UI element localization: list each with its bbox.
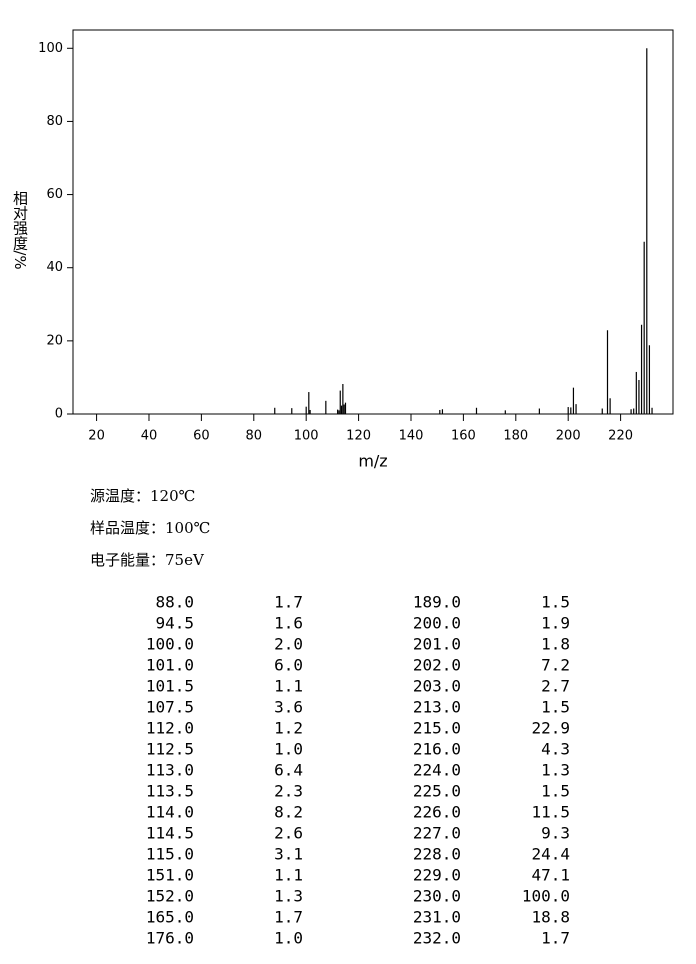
x-tick-label: 220 [608, 429, 633, 444]
table-cell: 1.7 [274, 908, 303, 927]
info-line: 样品温度：100℃ [90, 519, 210, 537]
table-cell: 1.1 [274, 677, 303, 696]
table-cell: 3.6 [274, 698, 303, 717]
table-cell: 152.0 [146, 887, 194, 906]
table-cell: 1.7 [274, 593, 303, 612]
table-cell: 225.0 [413, 782, 461, 801]
table-cell: 7.2 [541, 656, 570, 675]
table-cell: 1.5 [541, 698, 570, 717]
table-cell: 1.9 [541, 614, 570, 633]
y-tick-label: 20 [46, 333, 63, 348]
table-cell: 2.0 [274, 635, 303, 654]
x-tick-label: 60 [193, 429, 210, 444]
table-cell: 202.0 [413, 656, 461, 675]
table-cell: 3.1 [274, 845, 303, 864]
table-cell: 200.0 [413, 614, 461, 633]
plot-frame [72, 29, 674, 415]
table-cell: 1.5 [541, 782, 570, 801]
table-cell: 47.1 [531, 866, 570, 885]
table-cell: 100.0 [146, 635, 194, 654]
y-axis-label: 相对强度/% [11, 190, 29, 269]
y-tick-label: 40 [46, 260, 63, 275]
table-cell: 115.0 [146, 845, 194, 864]
table-cell: 6.4 [274, 761, 303, 780]
table-cell: 1.3 [274, 887, 303, 906]
x-tick-label: 200 [556, 429, 581, 444]
table-cell: 213.0 [413, 698, 461, 717]
table-cell: 114.0 [146, 803, 194, 822]
table-cell: 215.0 [413, 719, 461, 738]
table-cell: 227.0 [413, 824, 461, 843]
table-cell: 4.3 [541, 740, 570, 759]
table-cell: 18.8 [531, 908, 570, 927]
x-tick-label: 160 [451, 429, 476, 444]
table-cell: 226.0 [413, 803, 461, 822]
y-tick-label: 100 [38, 41, 63, 56]
table-cell: 88.0 [155, 593, 194, 612]
table-cell: 230.0 [413, 887, 461, 906]
info-line: 源温度：120℃ [90, 487, 195, 505]
table-cell: 201.0 [413, 635, 461, 654]
y-tick-label: 0 [55, 407, 63, 422]
x-tick-label: 140 [399, 429, 424, 444]
table-cell: 216.0 [413, 740, 461, 759]
table-cell: 112.0 [146, 719, 194, 738]
x-tick-label: 80 [246, 429, 263, 444]
table-cell: 1.6 [274, 614, 303, 633]
table-cell: 101.0 [146, 656, 194, 675]
x-tick-label: 180 [503, 429, 528, 444]
table-cell: 94.5 [155, 614, 194, 633]
table-cell: 1.3 [541, 761, 570, 780]
x-tick-label: 100 [294, 429, 319, 444]
y-tick-label: 60 [46, 187, 63, 202]
table-cell: 165.0 [146, 908, 194, 927]
table-cell: 203.0 [413, 677, 461, 696]
table-cell: 1.1 [274, 866, 303, 885]
table-cell: 1.0 [274, 740, 303, 759]
table-cell: 11.5 [531, 803, 570, 822]
table-cell: 2.7 [541, 677, 570, 696]
table-cell: 113.5 [146, 782, 194, 801]
table-cell: 176.0 [146, 929, 194, 948]
table-cell: 107.5 [146, 698, 194, 717]
table-cell: 189.0 [413, 593, 461, 612]
table-cell: 22.9 [531, 719, 570, 738]
table-cell: 24.4 [531, 845, 570, 864]
x-tick-label: 20 [88, 429, 105, 444]
table-cell: 228.0 [413, 845, 461, 864]
table-cell: 224.0 [413, 761, 461, 780]
table-cell: 1.5 [541, 593, 570, 612]
table-cell: 113.0 [146, 761, 194, 780]
table-cell: 1.7 [541, 929, 570, 948]
table-cell: 151.0 [146, 866, 194, 885]
table-cell: 101.5 [146, 677, 194, 696]
table-cell: 112.5 [146, 740, 194, 759]
table-cell: 100.0 [522, 887, 570, 906]
table-cell: 2.3 [274, 782, 303, 801]
table-cell: 231.0 [413, 908, 461, 927]
info-line: 电子能量：75eV [90, 551, 205, 569]
table-cell: 1.8 [541, 635, 570, 654]
table-cell: 6.0 [274, 656, 303, 675]
x-tick-label: 120 [346, 429, 371, 444]
table-cell: 8.2 [274, 803, 303, 822]
table-cell: 2.6 [274, 824, 303, 843]
table-cell: 1.2 [274, 719, 303, 738]
table-cell: 232.0 [413, 929, 461, 948]
x-tick-label: 40 [141, 429, 158, 444]
table-cell: 1.0 [274, 929, 303, 948]
table-cell: 114.5 [146, 824, 194, 843]
x-axis-label: m/z [358, 452, 387, 471]
table-cell: 229.0 [413, 866, 461, 885]
y-tick-label: 80 [46, 114, 63, 129]
table-cell: 9.3 [541, 824, 570, 843]
